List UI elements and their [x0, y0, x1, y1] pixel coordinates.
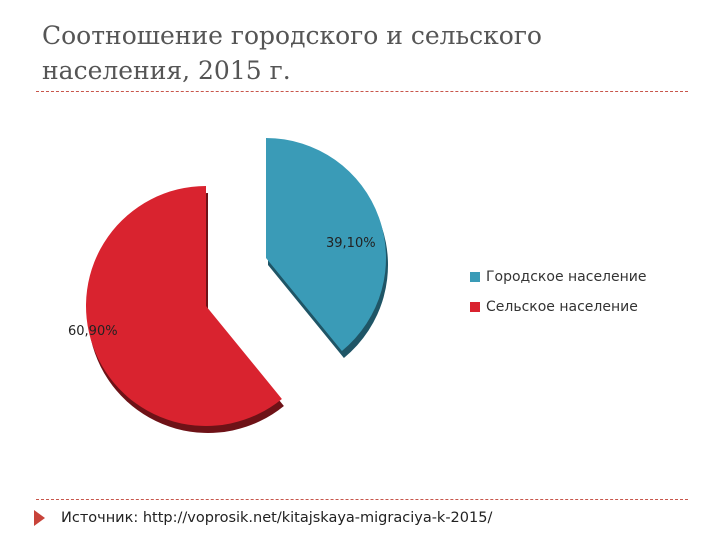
pie-chart: 39,10% 60,90% [68, 138, 389, 434]
title-divider [36, 91, 688, 92]
pie-slice-rural [86, 186, 282, 427]
footer: Источник: http://voprosik.net/kitajskaya… [34, 510, 492, 526]
legend-label-urban: Городское население [486, 269, 647, 285]
bullet-arrow-icon [34, 510, 45, 526]
legend-swatch-urban [470, 272, 480, 282]
slide-title: Соотношение городского и сельского насел… [42, 21, 542, 85]
chart-legend: Городское население Сельское население [470, 262, 647, 322]
legend-item-urban: Городское население [470, 262, 647, 292]
pie-slice-urban [266, 138, 387, 351]
source-text: Источник: http://voprosik.net/kitajskaya… [61, 510, 493, 526]
data-label-rural: 60,90% [68, 324, 118, 339]
legend-label-rural: Сельское население [486, 299, 638, 315]
footer-divider [36, 499, 688, 500]
legend-swatch-rural [470, 302, 480, 312]
data-label-urban: 39,10% [326, 236, 376, 251]
legend-item-rural: Сельское население [470, 292, 647, 322]
